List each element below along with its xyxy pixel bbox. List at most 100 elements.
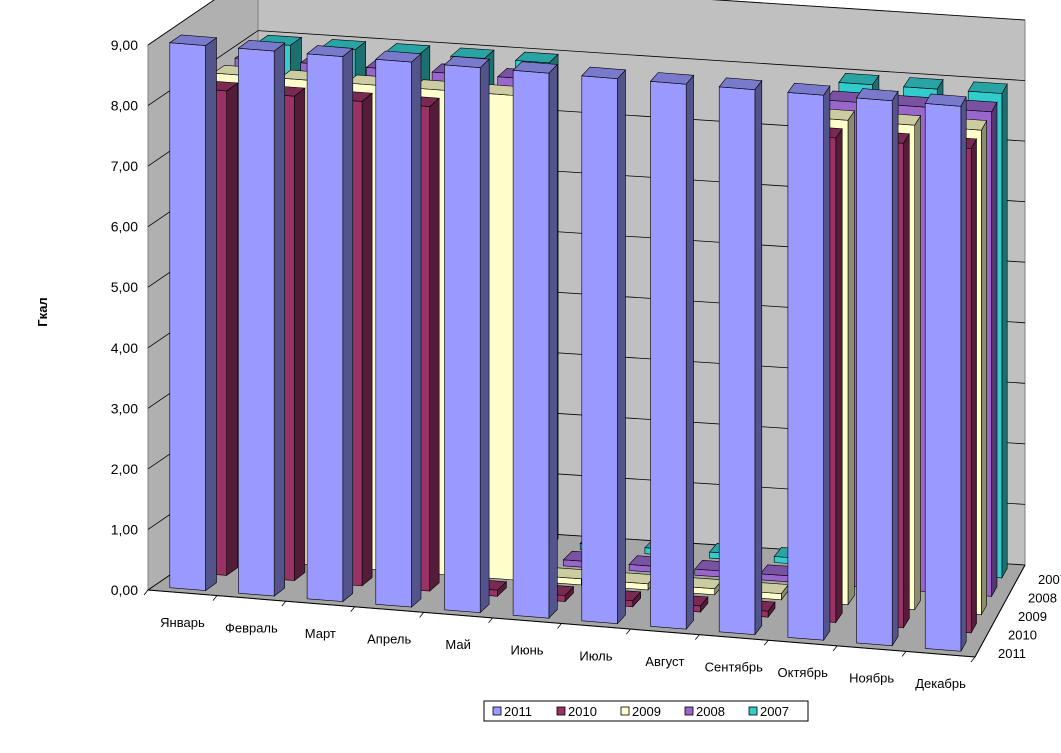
bar-side-face xyxy=(835,127,843,624)
x-tick-mark xyxy=(212,595,218,601)
bar-side-face xyxy=(1001,82,1008,580)
bar xyxy=(237,39,286,597)
x-tick-label: Сентябрь xyxy=(705,659,763,674)
bar-top-face xyxy=(512,61,558,74)
bar-side-face xyxy=(294,87,306,582)
bar-side-face xyxy=(411,53,422,608)
bar-front-face xyxy=(306,53,344,602)
bar-side-face xyxy=(991,101,998,598)
bar-side-face xyxy=(617,69,626,625)
bar-side-face xyxy=(914,114,921,611)
bar-side-face xyxy=(970,137,977,635)
x-tick-mark xyxy=(143,589,149,596)
gridline xyxy=(147,0,1026,46)
bar-top-face xyxy=(718,77,763,91)
bar xyxy=(718,77,763,636)
x-tick-labels: Январь Февраль Март Апрель Май Июнь Июль Август… xyxy=(143,589,976,691)
bar-front-face xyxy=(375,58,412,608)
bar-side-face xyxy=(891,90,899,647)
legend-label: 2011 xyxy=(504,704,532,719)
x-tick-mark xyxy=(970,656,976,663)
x-tick-mark xyxy=(350,606,356,612)
y-tick-label: 8,00 xyxy=(111,98,138,114)
y-tick-label: 5,00 xyxy=(111,279,138,295)
bar-front-face xyxy=(169,42,206,591)
depth-tick-label: 2010 xyxy=(1008,627,1037,642)
bar xyxy=(168,34,218,592)
bar-front-face xyxy=(581,75,618,625)
depth-tick-label: 2009 xyxy=(1018,609,1047,624)
bar-top-face xyxy=(967,81,1008,94)
legend-label: 2008 xyxy=(696,704,725,719)
bar xyxy=(375,50,422,608)
x-tick-label: Ноябрь xyxy=(849,671,894,686)
bar-front-face xyxy=(512,69,550,619)
x-tick-label: Январь xyxy=(160,615,205,630)
bar-top-face xyxy=(375,50,422,63)
bar xyxy=(924,93,967,652)
bar-top-face xyxy=(514,51,559,64)
legend-swatch xyxy=(620,706,630,716)
y-tick-labels: 0,00 1,00 2,00 3,00 4,00 5,00 6,00 7,00 8,00 9,00 xyxy=(111,37,138,598)
x-tick-mark xyxy=(419,612,424,618)
bar-top-face xyxy=(855,88,899,102)
legend-swatch xyxy=(556,706,566,716)
bar-side-face xyxy=(429,97,440,592)
bar-side-face xyxy=(479,58,490,614)
bar-top-face xyxy=(237,39,286,52)
y-axis-title: Гкал xyxy=(35,297,50,326)
bar-front-face xyxy=(650,80,687,630)
bar xyxy=(306,45,354,603)
x-tick-label: Март xyxy=(305,626,336,641)
bar-side-face xyxy=(685,74,694,631)
x-tick-mark xyxy=(832,645,838,652)
y-tick-label: 3,00 xyxy=(111,400,138,416)
bar-front-face xyxy=(856,97,893,647)
x-tick-mark xyxy=(557,623,562,629)
x-tick-label: Июль xyxy=(579,648,612,663)
legend-box xyxy=(483,700,809,722)
bar xyxy=(581,66,627,625)
x-tick-label: Декабрь xyxy=(915,676,966,691)
y-tick-label: 0,00 xyxy=(111,582,138,598)
bar-side-face xyxy=(361,92,373,587)
x-tick-mark xyxy=(901,651,907,657)
x-tick-label: Май xyxy=(445,637,470,652)
depth-tick-label: 2008 xyxy=(1028,591,1057,606)
bar-top-face xyxy=(168,34,218,46)
x-tick-label: Апрель xyxy=(367,632,411,647)
bar xyxy=(443,56,490,614)
bar-top-face xyxy=(787,82,831,96)
bar-top-face xyxy=(306,45,354,57)
legend-label: 2007 xyxy=(760,704,789,719)
x-tick-mark xyxy=(488,617,493,624)
x-tick-label: Август xyxy=(645,654,684,669)
bar xyxy=(855,88,899,647)
depth-tick-label: 2007 xyxy=(1038,572,1061,587)
bar-side-face xyxy=(226,82,239,576)
x-tick-label: Июнь xyxy=(511,643,544,658)
y-tick-label: 6,00 xyxy=(111,219,138,235)
x-tick-label: Октябрь xyxy=(778,665,829,680)
bar-top-face xyxy=(838,72,880,86)
bar xyxy=(787,82,831,642)
bar-top-face xyxy=(443,56,490,69)
bar-top-face xyxy=(581,66,627,80)
bar-side-face xyxy=(847,110,855,606)
bar-side-face xyxy=(903,132,910,629)
depth-axis-line xyxy=(974,564,1026,658)
bar-side-face xyxy=(960,96,967,652)
x-axis-line xyxy=(147,589,976,658)
x-tick-mark xyxy=(626,628,631,635)
bar-side-face xyxy=(981,120,988,616)
bar xyxy=(649,72,695,631)
y-tick-label: 7,00 xyxy=(111,158,138,174)
legend-swatch xyxy=(748,706,758,716)
x-tick-mark xyxy=(695,634,700,640)
legend-label: 2009 xyxy=(632,704,661,719)
legend-swatch xyxy=(684,706,694,716)
bar-front-face xyxy=(787,92,824,641)
bar-top-face xyxy=(903,77,944,90)
legend: 2011 2010 2009 2008 2007 xyxy=(483,700,809,722)
